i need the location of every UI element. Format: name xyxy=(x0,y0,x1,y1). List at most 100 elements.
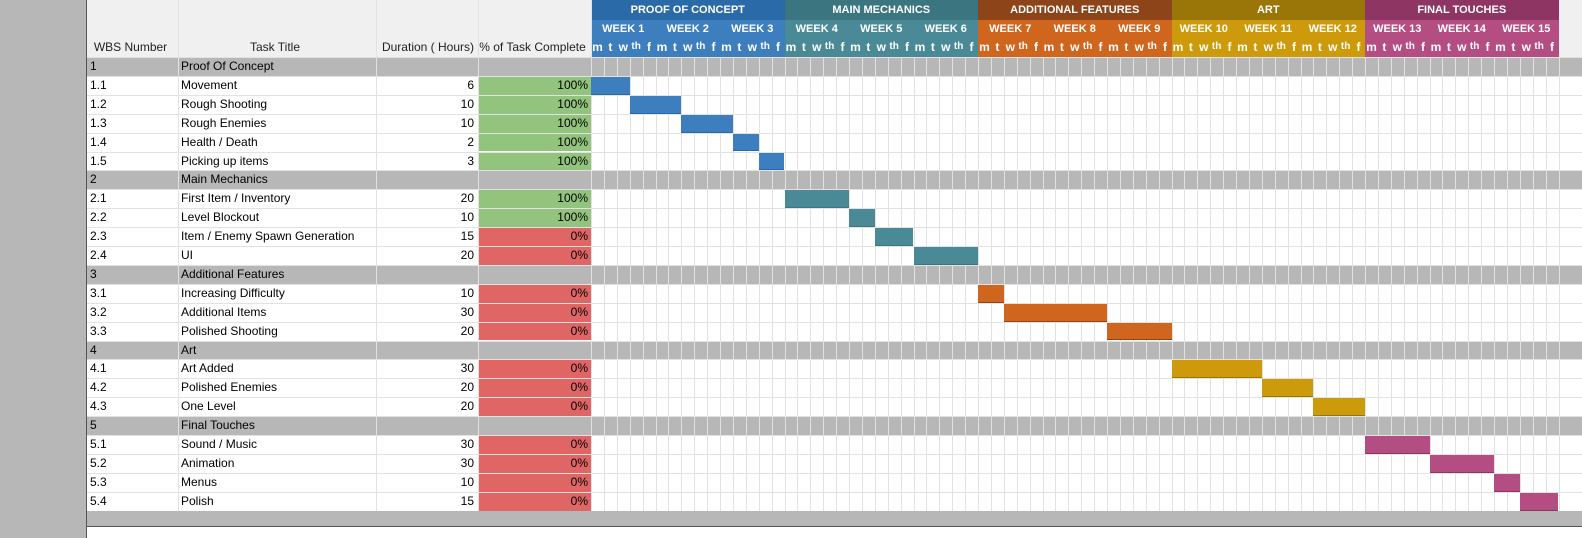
gantt-bar[interactable] xyxy=(629,95,682,114)
task-percent-complete[interactable]: 0% xyxy=(478,321,591,341)
task-percent-complete[interactable]: 0% xyxy=(478,472,591,492)
gantt-bar[interactable] xyxy=(681,114,733,133)
task-title[interactable]: Additional Items xyxy=(181,304,267,319)
section-wbs-number[interactable]: 3 xyxy=(90,266,97,281)
task-duration[interactable]: 3 xyxy=(467,153,474,168)
section-wbs-number[interactable]: 5 xyxy=(90,418,97,433)
section-title[interactable]: Art xyxy=(181,342,197,357)
task-duration[interactable]: 30 xyxy=(460,437,474,451)
task-wbs-number[interactable]: 1.4 xyxy=(90,134,107,149)
task-percent-complete[interactable]: 100% xyxy=(478,94,591,114)
task-title-header[interactable]: Task Title xyxy=(249,40,300,54)
task-wbs-number[interactable]: 5.2 xyxy=(90,455,107,470)
task-title[interactable]: Level Blockout xyxy=(181,210,260,225)
task-title[interactable]: UI xyxy=(181,248,193,262)
task-duration[interactable]: 2 xyxy=(467,134,474,149)
task-title[interactable]: Item / Enemy Spawn Generation xyxy=(181,229,355,244)
task-percent-complete[interactable]: 0% xyxy=(478,283,591,303)
duration-header[interactable]: Duration ( Hours) xyxy=(381,40,474,54)
task-title[interactable]: Animation xyxy=(181,455,235,470)
task-duration[interactable]: 6 xyxy=(467,77,474,92)
task-duration[interactable]: 20 xyxy=(460,191,474,206)
task-duration[interactable]: 30 xyxy=(460,361,474,376)
task-percent-complete[interactable]: 0% xyxy=(478,302,591,322)
task-wbs-number[interactable]: 2.4 xyxy=(90,248,107,262)
task-title[interactable]: Sound / Music xyxy=(181,437,258,451)
gantt-bar[interactable] xyxy=(732,133,759,152)
task-wbs-number[interactable]: 4.2 xyxy=(90,380,107,395)
task-wbs-number[interactable]: 5.3 xyxy=(90,474,107,489)
task-title[interactable]: Menus xyxy=(181,474,218,489)
task-percent-complete[interactable]: 100% xyxy=(478,75,591,95)
task-percent-complete[interactable]: 100% xyxy=(478,189,591,209)
task-title[interactable]: Rough Enemies xyxy=(181,115,267,130)
gantt-bar[interactable] xyxy=(913,247,978,265)
gantt-bar[interactable] xyxy=(978,284,1004,303)
task-wbs-number[interactable]: 3.2 xyxy=(90,304,107,319)
gantt-bar[interactable] xyxy=(1171,360,1262,379)
section-title[interactable]: Final Touches xyxy=(181,418,255,433)
gantt-bar[interactable] xyxy=(591,76,630,95)
task-percent-complete[interactable]: 0% xyxy=(478,378,591,398)
task-wbs-number[interactable]: 4.1 xyxy=(90,361,107,376)
task-wbs-number[interactable]: 2.3 xyxy=(90,229,107,244)
task-duration[interactable]: 10 xyxy=(460,210,474,225)
task-duration[interactable]: 20 xyxy=(460,323,474,338)
gantt-bar[interactable] xyxy=(1429,454,1494,473)
task-duration[interactable]: 10 xyxy=(460,115,474,130)
task-percent-complete[interactable]: 0% xyxy=(478,246,591,265)
gantt-bar[interactable] xyxy=(1365,436,1430,454)
gantt-bar[interactable] xyxy=(1494,473,1520,492)
gantt-bar[interactable] xyxy=(874,228,914,246)
task-title[interactable]: Increasing Difficulty xyxy=(181,285,285,300)
task-duration[interactable]: 20 xyxy=(460,248,474,262)
task-percent-complete[interactable]: 100% xyxy=(478,113,591,133)
task-title[interactable]: One Level xyxy=(181,399,236,414)
task-wbs-number[interactable]: 5.1 xyxy=(90,437,107,451)
task-title[interactable]: Picking up items xyxy=(181,153,269,168)
task-wbs-number[interactable]: 4.3 xyxy=(90,399,107,414)
task-duration[interactable]: 30 xyxy=(460,304,474,319)
gantt-bar[interactable] xyxy=(1313,398,1365,417)
task-title[interactable]: Polished Shooting xyxy=(181,323,278,338)
task-wbs-number[interactable]: 3.1 xyxy=(90,285,107,300)
task-percent-complete[interactable]: 0% xyxy=(478,453,591,473)
gantt-bar[interactable] xyxy=(758,152,785,171)
task-wbs-number[interactable]: 5.4 xyxy=(90,493,107,508)
section-wbs-number[interactable]: 1 xyxy=(90,59,97,73)
task-percent-complete[interactable]: 100% xyxy=(478,132,591,152)
task-title[interactable]: Movement xyxy=(181,77,238,92)
section-title[interactable]: Main Mechanics xyxy=(181,172,268,187)
task-percent-complete[interactable]: 0% xyxy=(478,397,591,417)
gantt-bar[interactable] xyxy=(1003,303,1107,322)
task-wbs-number[interactable]: 1.5 xyxy=(90,153,107,168)
gantt-bar[interactable] xyxy=(1107,322,1172,341)
task-duration[interactable]: 20 xyxy=(460,399,474,414)
task-title[interactable]: Polish xyxy=(181,493,214,508)
gantt-bar[interactable] xyxy=(1261,379,1314,398)
task-wbs-number[interactable]: 3.3 xyxy=(90,323,107,338)
percent-complete-header[interactable]: % of Task Complete xyxy=(479,40,586,54)
gantt-bar[interactable] xyxy=(1519,492,1559,511)
task-duration[interactable]: 30 xyxy=(460,455,474,470)
task-title[interactable]: Art Added xyxy=(181,361,234,376)
gantt-bar[interactable] xyxy=(849,209,875,228)
task-wbs-number[interactable]: 1.1 xyxy=(90,77,107,92)
task-percent-complete[interactable]: 0% xyxy=(478,491,591,511)
task-title[interactable]: Rough Shooting xyxy=(181,96,268,111)
gantt-bar[interactable] xyxy=(784,190,849,209)
task-wbs-number[interactable]: 2.1 xyxy=(90,191,107,206)
task-percent-complete[interactable]: 0% xyxy=(478,435,591,454)
section-title[interactable]: Additional Features xyxy=(181,266,285,281)
task-duration[interactable]: 20 xyxy=(460,380,474,395)
task-wbs-number[interactable]: 2.2 xyxy=(90,210,107,225)
task-title[interactable]: Polished Enemies xyxy=(181,380,278,395)
wbs-header[interactable]: WBS Number xyxy=(93,40,168,54)
task-percent-complete[interactable]: 0% xyxy=(478,359,591,379)
task-duration[interactable]: 15 xyxy=(460,493,474,508)
section-wbs-number[interactable]: 2 xyxy=(90,172,97,187)
task-percent-complete[interactable]: 100% xyxy=(478,151,591,171)
task-percent-complete[interactable]: 100% xyxy=(478,208,591,228)
task-duration[interactable]: 10 xyxy=(460,96,474,111)
task-title[interactable]: Health / Death xyxy=(181,134,258,149)
